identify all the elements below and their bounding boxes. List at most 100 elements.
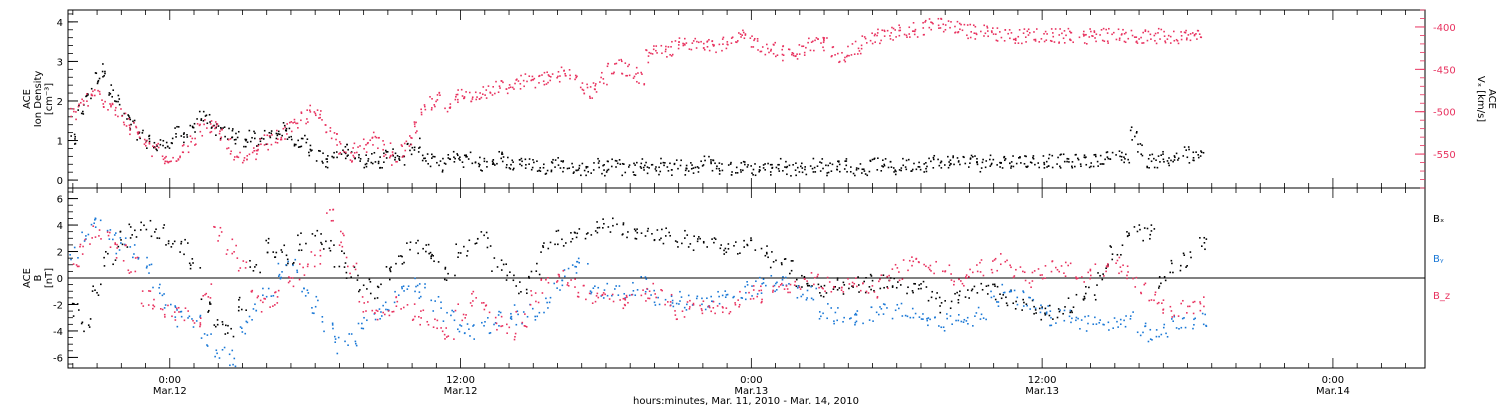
b-black-point (1083, 297, 1086, 300)
b-black-point (938, 296, 941, 299)
b-black-point (996, 285, 999, 288)
density-point (403, 164, 406, 166)
velocity-point (524, 73, 527, 75)
b-pink-point (1069, 262, 1072, 265)
b-blue-point (575, 266, 578, 268)
b-blue-point (993, 295, 995, 298)
density-point (727, 164, 730, 166)
velocity-point (798, 44, 801, 46)
b-blue-point (1087, 315, 1090, 317)
density-point (1012, 155, 1014, 157)
b-blue-point (245, 320, 248, 323)
b-blue-point (732, 296, 734, 299)
b-blue-point (770, 274, 773, 277)
density-point (838, 163, 841, 166)
b-pink-point (494, 316, 497, 319)
velocity-point (455, 93, 458, 96)
b-black-point (927, 299, 930, 302)
velocity-point (513, 88, 515, 90)
density-point (129, 118, 132, 121)
b-pink-point (562, 269, 565, 272)
b-blue-point (1026, 304, 1028, 307)
b-pink-point (436, 327, 438, 330)
b-pink-point (1031, 280, 1034, 282)
b-pink-point (1050, 270, 1053, 273)
b-pink-point (395, 296, 398, 298)
density-point (785, 160, 787, 163)
velocity-point (255, 158, 257, 161)
b-black-point (216, 323, 219, 326)
velocity-point (1127, 37, 1130, 40)
b-pink-point (500, 325, 502, 328)
b-black-point (283, 244, 286, 247)
velocity-point (814, 39, 816, 42)
b-blue-point (1087, 322, 1089, 325)
velocity-point (1093, 30, 1096, 32)
velocity-point (349, 159, 352, 161)
velocity-point (166, 160, 168, 163)
b-pink-point (760, 289, 763, 292)
b-black-point (936, 292, 938, 294)
velocity-point (157, 142, 159, 145)
velocity-point (744, 34, 747, 36)
density-point (97, 79, 100, 82)
velocity-point (324, 124, 327, 126)
b-pink-point (107, 234, 110, 237)
velocity-point (1014, 42, 1017, 44)
b-black-point (406, 242, 408, 244)
density-point (1074, 154, 1077, 156)
velocity-point (457, 98, 459, 101)
velocity-point (930, 21, 932, 24)
density-point (110, 84, 113, 86)
velocity-point (93, 89, 96, 91)
b-black-point (1056, 316, 1059, 319)
velocity-point (1106, 32, 1109, 34)
density-point (845, 158, 848, 160)
density-point (754, 174, 757, 177)
b-pink-point (622, 307, 625, 310)
velocity-point (395, 160, 397, 163)
b-pink-point (748, 291, 750, 294)
b-pink-point (454, 309, 457, 312)
velocity-point (914, 28, 917, 31)
density-point (496, 162, 498, 165)
velocity-point (860, 44, 863, 47)
velocity-point (241, 161, 244, 164)
velocity-point (194, 144, 196, 146)
density-point (557, 157, 559, 159)
density-point (528, 158, 531, 160)
velocity-point (602, 78, 605, 80)
b-pink-point (184, 307, 187, 309)
velocity-point (722, 36, 725, 39)
b-black-point (702, 241, 705, 244)
b-black-point (555, 230, 558, 233)
velocity-point (715, 51, 717, 54)
velocity-point (1180, 38, 1183, 41)
velocity-point (586, 86, 589, 89)
velocity-point (122, 121, 125, 124)
velocity-point (297, 127, 299, 129)
b-black-point (83, 330, 85, 333)
b-blue-point (317, 299, 319, 302)
velocity-point (519, 88, 522, 90)
b-pink-point (272, 305, 274, 307)
velocity-point (383, 155, 385, 158)
velocity-point (1146, 39, 1149, 42)
density-point (183, 141, 185, 144)
b-black-point (554, 243, 556, 246)
density-point (964, 162, 967, 165)
b-blue-point (1129, 315, 1132, 317)
b-blue-point (1068, 315, 1071, 318)
density-point (1045, 160, 1048, 163)
b-black-point (463, 245, 465, 248)
velocity-point (1164, 41, 1167, 44)
density-point (940, 167, 943, 169)
b-black-point (689, 243, 692, 245)
velocity-point (1003, 40, 1006, 42)
velocity-point (881, 29, 884, 32)
b-blue-point (960, 320, 963, 323)
b-black-point (422, 247, 424, 250)
b-pink-point (391, 311, 394, 313)
velocity-point (431, 107, 433, 109)
velocity-point (782, 45, 785, 47)
